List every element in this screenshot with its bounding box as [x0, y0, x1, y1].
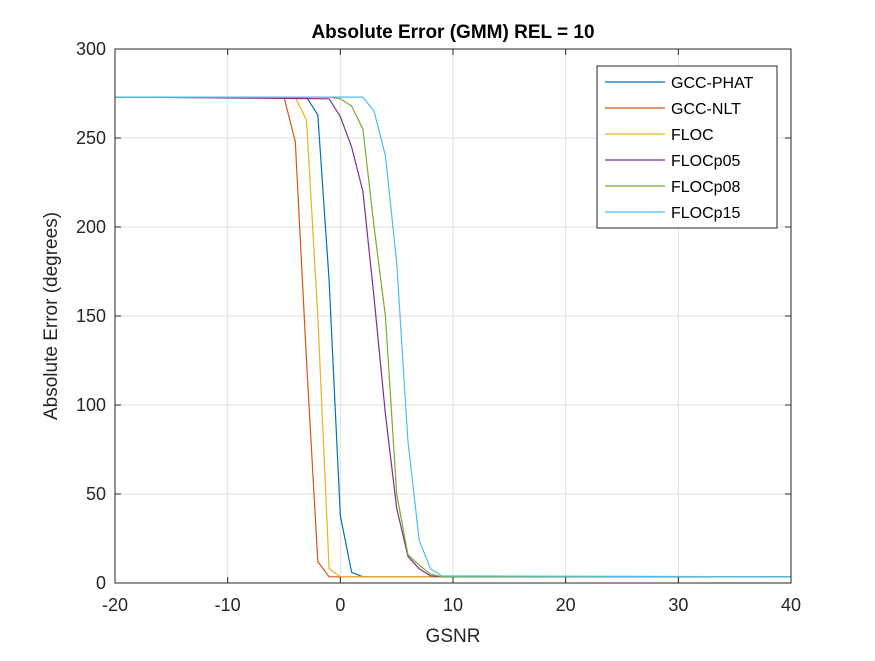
x-tick-label: 40	[781, 595, 801, 615]
legend-label: FLOC	[671, 127, 714, 144]
y-tick-labels: 0 50 100 150 200 250 300	[76, 39, 106, 593]
axis-ticks	[114, 48, 792, 584]
legend-label: FLOCp08	[671, 179, 740, 196]
x-tick-label: -10	[215, 595, 241, 615]
legend-label: FLOCp05	[671, 153, 740, 170]
x-axis-label: GSNR	[426, 626, 481, 647]
x-tick-label: 10	[443, 595, 463, 615]
series-line-flocp15	[115, 96, 791, 578]
legend: GCC-PHAT GCC-NLT FLOC FLOCp05 FLOCp08 FLOCp15	[596, 65, 778, 229]
y-tick-label: 50	[86, 484, 106, 504]
y-tick-label: 100	[76, 395, 106, 415]
x-tick-labels: -20 -10 0 10 20 30 40	[102, 595, 801, 615]
chart-title: Absolute Error (GMM) REL = 10	[311, 22, 594, 43]
x-tick-label: 30	[668, 595, 688, 615]
y-tick-label: 150	[76, 306, 106, 326]
x-tick-label: 20	[556, 595, 576, 615]
x-tick-label: -20	[102, 595, 128, 615]
legend-label: GCC-PHAT	[671, 75, 754, 92]
y-tick-label: 300	[76, 39, 106, 59]
series-line-gcc-phat	[115, 96, 791, 578]
series-line-flocp08	[115, 96, 791, 578]
y-tick-label: 250	[76, 128, 106, 148]
legend-label: GCC-NLT	[671, 101, 741, 118]
y-axis-label: Absolute Error (degrees)	[41, 212, 62, 420]
legend-label: FLOCp15	[671, 205, 740, 222]
y-tick-label: 200	[76, 217, 106, 237]
y-tick-label: 0	[96, 573, 106, 593]
x-tick-label: 0	[335, 595, 345, 615]
series-line-flocp05	[115, 96, 791, 578]
legend-box	[596, 65, 778, 229]
series-lines	[115, 96, 791, 578]
